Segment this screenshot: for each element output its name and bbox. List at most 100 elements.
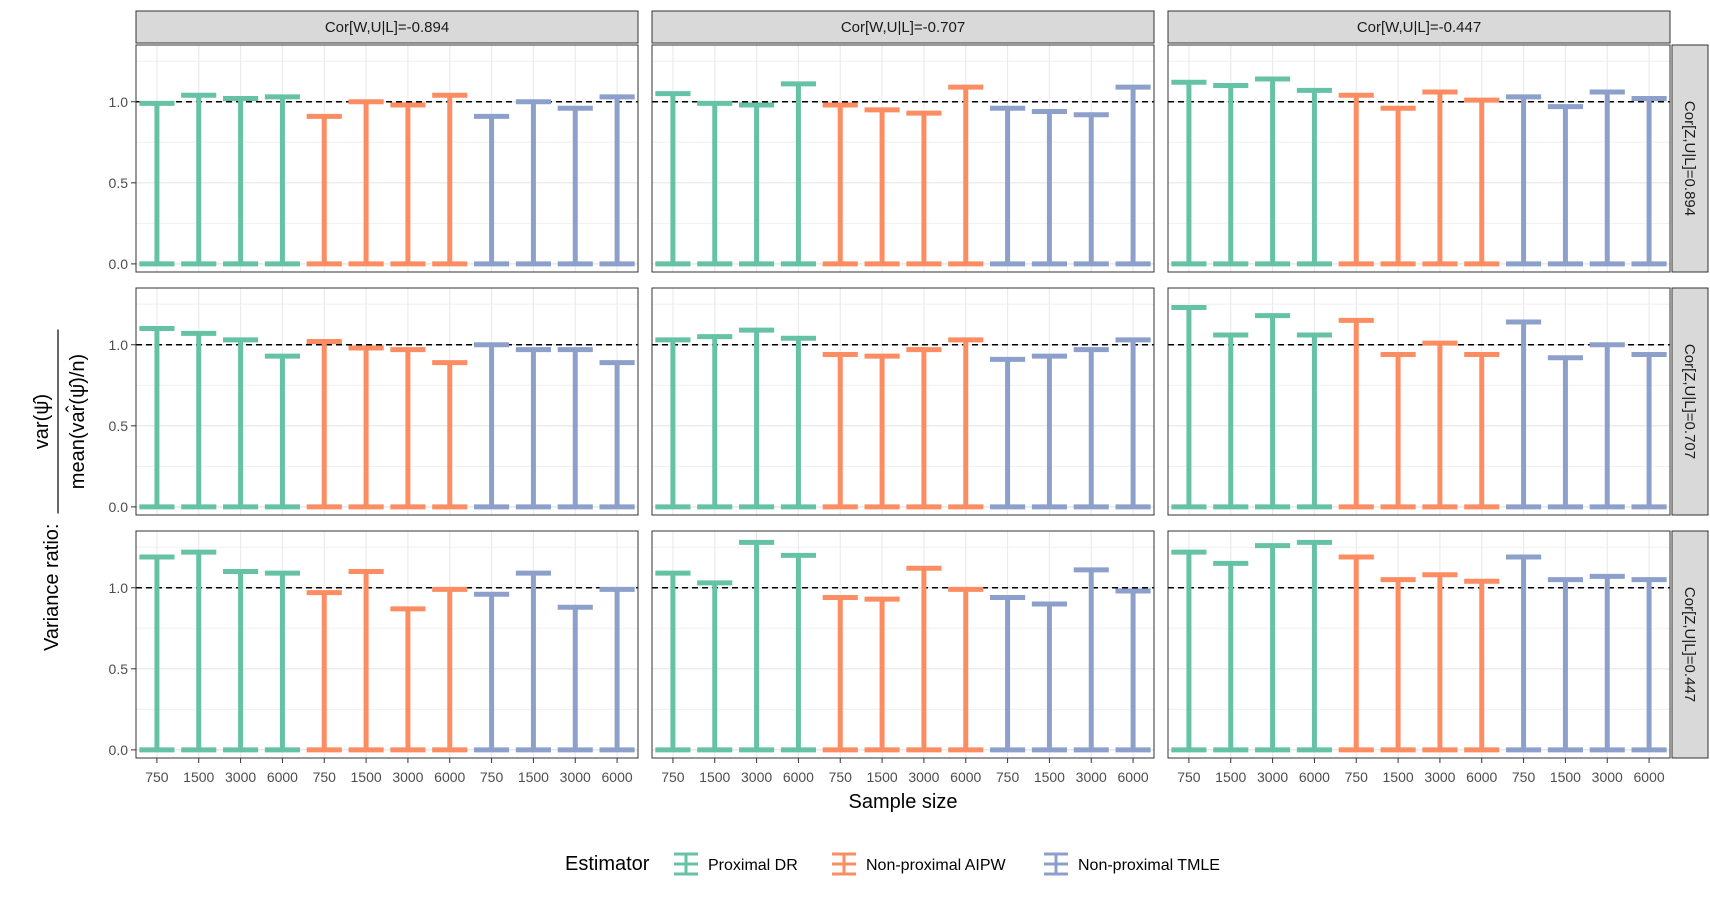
y-tick-label: 1.0 (109, 337, 129, 353)
x-tick-label: 750 (1512, 769, 1536, 785)
errorbar-proximal-dr-n1500 (1213, 560, 1249, 753)
errorbar-non-proximal-aipw-n1500 (348, 345, 384, 510)
errorbar-proximal-dr-n3000 (1255, 313, 1291, 510)
errorbar-proximal-dr-n750 (139, 326, 175, 510)
errorbar-proximal-dr-n1500 (1213, 83, 1249, 267)
errorbar-proximal-dr-n1500 (181, 330, 217, 510)
errorbar-proximal-dr-n1500 (697, 100, 733, 267)
y-tick-label: 0.5 (109, 661, 129, 677)
errorbar-proximal-dr-n3000 (739, 539, 775, 753)
x-tick-label: 6000 (1299, 769, 1330, 785)
errorbar-proximal-dr-n1500 (181, 92, 217, 267)
errorbar-non-proximal-tmle-n6000 (1631, 351, 1667, 510)
y-axis-title-numerator: var(ψ̂) (31, 394, 53, 449)
errorbar-non-proximal-tmle-n750 (990, 356, 1026, 510)
x-tick-label: 1500 (1034, 769, 1065, 785)
y-tick-label: 0.0 (109, 256, 129, 272)
panel-border (651, 287, 1155, 516)
errorbar-proximal-dr-n6000 (780, 335, 816, 510)
y-tick-label: 0.5 (109, 175, 129, 191)
errorbar-non-proximal-aipw-n750 (306, 113, 342, 267)
panel-background (1168, 531, 1670, 758)
errorbar-proximal-dr-n750 (139, 554, 175, 753)
panel-border (1167, 44, 1671, 273)
errorbar-non-proximal-tmle-n6000 (599, 94, 635, 267)
errorbar-proximal-dr-n3000 (1255, 543, 1291, 753)
errorbar-proximal-dr-n750 (655, 91, 691, 267)
errorbar-non-proximal-tmle-n750 (474, 113, 510, 267)
x-tick-label: 6000 (1634, 769, 1665, 785)
errorbar-non-proximal-aipw-n6000 (948, 84, 984, 267)
errorbar-non-proximal-tmle-n6000 (1631, 96, 1667, 267)
legend-title: Estimator (565, 853, 650, 875)
errorbar-proximal-dr-n3000 (739, 327, 775, 510)
legend-label: Non-proximal AIPW (866, 857, 1006, 874)
row-strip: Cor[Z,U|L]=0.707 (1671, 287, 1709, 516)
errorbar-non-proximal-tmle-n1500 (1031, 601, 1067, 753)
errorbar-non-proximal-tmle-n6000 (1115, 588, 1151, 753)
facet-panel (651, 530, 1155, 759)
errorbar-non-proximal-tmle-n750 (990, 105, 1026, 267)
x-tick-label: 3000 (741, 769, 772, 785)
errorbar-non-proximal-tmle-n750 (1506, 554, 1542, 753)
y-axis-title-denominator: mean(var̂(ψ̂)/n) (65, 354, 89, 489)
errorbar-proximal-dr-n750 (139, 100, 175, 267)
errorbar-proximal-dr-n3000 (739, 102, 775, 267)
panel-background (136, 531, 638, 758)
x-tick-label: 750 (1345, 769, 1369, 785)
errorbar-non-proximal-aipw-n6000 (948, 586, 984, 753)
facet-panel (1167, 530, 1671, 759)
x-tick-label: 750 (313, 769, 337, 785)
panel-border (1167, 530, 1671, 759)
errorbar-non-proximal-aipw-n1500 (864, 596, 900, 753)
errorbar-non-proximal-tmle-n3000 (1589, 573, 1625, 753)
y-tick-label: 1.0 (109, 580, 129, 596)
errorbar-non-proximal-tmle-n3000 (557, 347, 593, 510)
errorbar-proximal-dr-n1500 (181, 549, 217, 753)
facet-panel (1167, 44, 1671, 273)
column-strip-label: Cor[W,U|L]=-0.447 (1357, 19, 1481, 36)
x-tick-label: 1500 (351, 769, 382, 785)
legend-item-non-proximal-tmle: Non-proximal TMLE (1044, 852, 1220, 876)
legend-item-proximal-dr: Proximal DR (674, 852, 798, 876)
errorbar-proximal-dr-n750 (655, 570, 691, 753)
x-tick-label: 3000 (908, 769, 939, 785)
panel-background (652, 45, 1154, 272)
errorbar-non-proximal-tmle-n6000 (1631, 577, 1667, 753)
column-strip: Cor[W,U|L]=-0.447 (1167, 10, 1671, 44)
facet-panel (135, 287, 639, 516)
column-strip-label: Cor[W,U|L]=-0.894 (325, 19, 449, 36)
errorbar-non-proximal-aipw-n6000 (432, 92, 468, 267)
errorbar-proximal-dr-n3000 (223, 569, 259, 753)
x-tick-label: 750 (829, 769, 853, 785)
errorbar-non-proximal-aipw-n6000 (432, 586, 468, 753)
x-tick-label: 3000 (1424, 769, 1455, 785)
errorbar-non-proximal-tmle-n750 (1506, 94, 1542, 267)
errorbar-non-proximal-tmle-n3000 (1073, 347, 1109, 510)
panel-border (135, 44, 639, 273)
errorbar-non-proximal-tmle-n1500 (1547, 104, 1583, 267)
x-tick-label: 3000 (225, 769, 256, 785)
y-tick-label: 1.0 (109, 94, 129, 110)
errorbar-non-proximal-aipw-n3000 (1422, 340, 1458, 510)
x-axis-title: Sample size (849, 791, 958, 813)
errorbar-non-proximal-aipw-n1500 (1380, 105, 1416, 267)
facet-panel (135, 530, 639, 759)
errorbar-proximal-dr-n3000 (223, 337, 259, 510)
errorbar-non-proximal-aipw-n3000 (390, 102, 426, 267)
panel-background (136, 288, 638, 515)
y-tick-label: 0.5 (109, 418, 129, 434)
row-strip-label: Cor[Z,U|L]=0.707 (1681, 344, 1698, 459)
errorbar-non-proximal-aipw-n750 (1338, 554, 1374, 753)
x-tick-label: 3000 (1592, 769, 1623, 785)
x-tick-label: 1500 (699, 769, 730, 785)
errorbar-proximal-dr-n750 (1171, 304, 1207, 510)
errorbar-proximal-dr-n6000 (1296, 87, 1332, 267)
errorbar-non-proximal-aipw-n750 (822, 594, 858, 753)
errorbar-proximal-dr-n750 (1171, 549, 1207, 753)
errorbar-proximal-dr-n750 (655, 337, 691, 510)
x-tick-label: 750 (480, 769, 504, 785)
x-tick-label: 3000 (392, 769, 423, 785)
errorbar-non-proximal-tmle-n3000 (557, 604, 593, 753)
errorbar-non-proximal-tmle-n1500 (1031, 353, 1067, 510)
